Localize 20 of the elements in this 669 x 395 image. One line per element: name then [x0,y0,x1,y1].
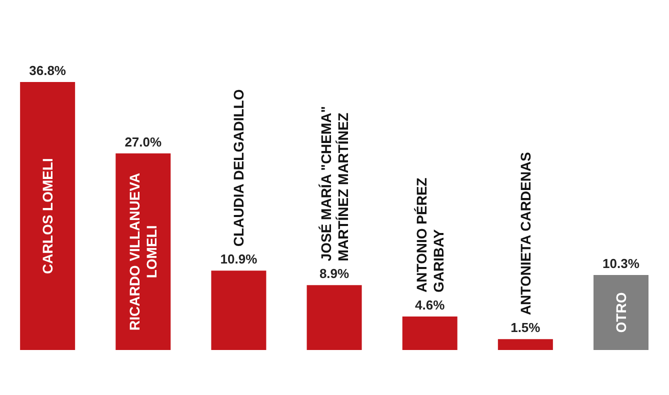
data-label: 1.5% [510,320,541,336]
bar [498,339,553,350]
data-label: 36.8% [29,63,66,78]
data-label: 27.0% [124,134,162,150]
bar [20,82,76,350]
data-label: 8.9% [319,266,350,282]
bar [594,274,648,350]
bar [211,270,266,350]
data-label: 10.3% [602,256,640,271]
x-tick-label: ANTONIETA CARDENAS [517,152,534,316]
bar [402,316,458,350]
bar [306,285,362,350]
data-label: 10.9% [220,252,258,267]
x-tick-label: CLAUDIA DELGADILLO [230,89,247,247]
x-tick-label: RICARDO VILLANUEVA LOMELI [126,172,160,331]
data-label: 4.6% [415,298,446,312]
x-tick-label: JOSÉ MARÍA "CHEMA" MARTÍNEZ MARTÍNEZ [318,106,351,262]
x-tick-label: OTRO [613,292,629,333]
x-tick-label: ANTONIO PÉREZ GARIBAY [413,177,446,292]
x-tick-label: CARLOS LOMELI [40,158,56,274]
